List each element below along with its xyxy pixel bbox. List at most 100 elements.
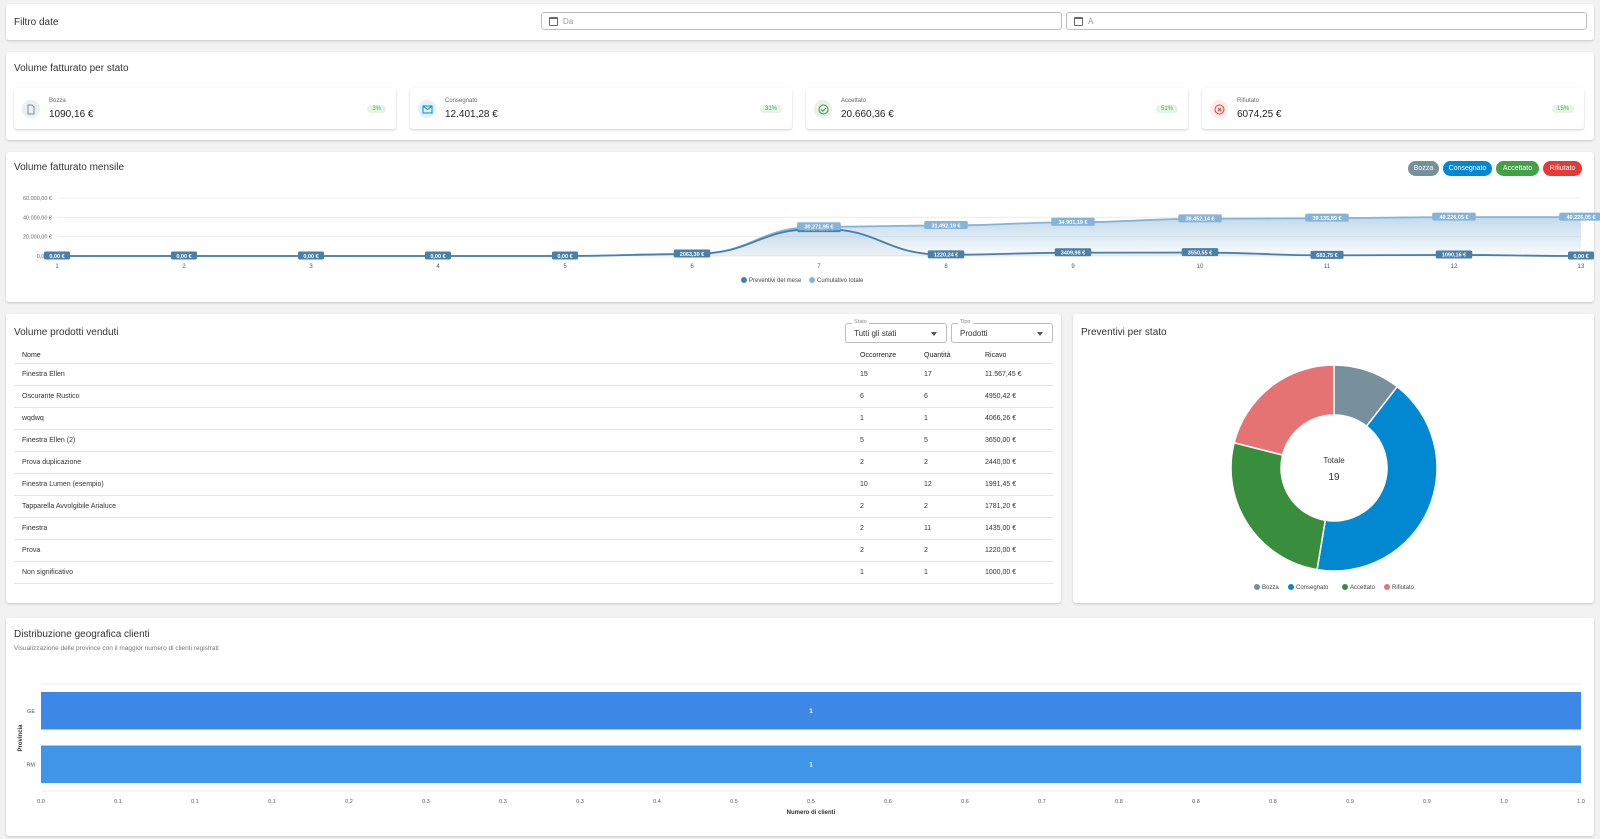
cell-occurrences: 2 [860,525,864,532]
stat-label: Rifiutato [1237,98,1260,104]
check-circle-icon [814,100,832,118]
cell-occurrences: 2 [860,547,864,554]
filter-pill-bozza[interactable]: Bozza [1408,161,1439,176]
table-row[interactable]: Non significativo 1 1 1000,00 € [14,562,1053,584]
state-select-label: Stato [852,319,869,325]
table-row[interactable]: Prova duplicazione 2 2 2440,00 € [14,452,1053,474]
calendar-icon [1074,17,1083,26]
document-icon [22,100,40,118]
cell-name: Oscurante Rustico [22,393,80,400]
cell-occurrences: 10 [860,481,868,488]
stat-card-consegnato: Consegnato 12.401,28 € 31% [410,88,792,129]
donut-center-value: 19 [1328,472,1340,483]
products-card: Volume prodotti venduti [6,314,1061,603]
geo-card: Distribuzione geografica clienti Visuali… [6,618,1594,836]
cell-revenue: 1991,45 € [985,481,1017,488]
column-header-revenue[interactable]: Ricavo [985,352,1007,359]
status-volume-title: Volume fatturato per stato [14,63,129,74]
stat-percent-badge: 31% [759,105,782,113]
cell-revenue: 1435,00 € [985,525,1017,532]
cell-name: Finestra [22,525,48,532]
table-row[interactable]: Finestra Ellen 15 17 11.567,45 € [14,364,1053,386]
table-row[interactable]: Finestra Ellen (2) 5 5 3650,00 € [14,430,1053,452]
cell-revenue: 1781,20 € [985,503,1017,510]
monthly-volume-card: Volume fatturato mensile [6,152,1594,302]
cell-revenue: 4066,26 € [985,415,1017,422]
cell-quantity: 17 [924,371,932,378]
table-row[interactable]: Finestra 2 11 1435,00 € [14,518,1053,540]
cell-quantity: 2 [924,503,928,510]
table-header: Nome Occorrenze Quantità Ricavo [14,345,1053,364]
quotes-title: Preventivi per stato [1081,327,1167,338]
stat-percent-badge: 15% [1551,105,1574,113]
filter-pill-consegnato[interactable]: Consegnato [1443,161,1492,176]
chevron-down-icon [931,332,937,336]
cell-occurrences: 1 [860,415,864,422]
date-to-placeholder: A [1088,17,1094,26]
stat-card-accettato: Accettato 20.660,36 € 51% [806,88,1188,129]
table-row[interactable]: wqdwq 1 1 4066,26 € [14,408,1053,430]
mail-icon [418,100,436,118]
products-title: Volume prodotti venduti [14,327,119,338]
geo-title: Distribuzione geografica clienti [14,629,150,640]
cell-name: Prova [22,547,41,554]
stat-label: Accettato [841,98,867,104]
cell-quantity: 1 [924,415,928,422]
cell-occurrences: 2 [860,503,864,510]
column-header-name[interactable]: Nome [22,352,41,359]
stat-percent-badge: 3% [367,105,386,113]
stat-value: 12.401,28 € [445,109,498,120]
date-filter-card: Filtro date Da A [6,4,1594,40]
state-select[interactable]: Stato Tutti gli stati [845,319,947,343]
table-row[interactable]: Prova 2 2 1220,00 € [14,540,1053,562]
cell-name: Prova duplicazione [22,459,82,466]
calendar-icon [549,17,558,26]
stat-percent-badge: 51% [1155,105,1178,113]
cell-name: Finestra Ellen (2) [22,437,76,444]
cell-quantity: 11 [924,525,932,532]
cell-revenue: 1220,00 € [985,547,1017,554]
cell-quantity: 1 [924,569,928,576]
type-select-label: Tipo [958,319,973,325]
date-to-input[interactable]: A [1066,12,1587,30]
column-header-occurrences[interactable]: Occorrenze [860,352,897,359]
stat-value: 1090,16 € [49,109,94,120]
cell-occurrences: 6 [860,393,864,400]
cell-revenue: 4950,42 € [985,393,1017,400]
cell-name: Finestra Lumen (esempio) [22,481,104,488]
stat-label: Consegnato [445,98,478,104]
cell-occurrences: 2 [860,459,864,466]
cell-revenue: 3650,00 € [985,437,1017,444]
cell-occurrences: 5 [860,437,864,444]
column-header-quantity[interactable]: Quantità [924,352,951,359]
type-select-value: Prodotti [960,329,988,338]
cell-name: Tapparella Avvolgibile Arialuce [22,503,117,510]
stat-value: 6074,25 € [1237,109,1282,120]
geo-subtitle: Visualizzazione delle province con il ma… [14,645,219,652]
date-filter-title: Filtro date [14,17,59,28]
cell-quantity: 5 [924,437,928,444]
date-from-input[interactable]: Da [541,12,1062,30]
table-row[interactable]: Tapparella Avvolgibile Arialuce 2 2 1781… [14,496,1053,518]
table-row[interactable]: Finestra Lumen (esempio) 10 12 1991,45 € [14,474,1053,496]
cell-quantity: 2 [924,459,928,466]
stat-card-bozza: Bozza 1090,16 € 3% [14,88,396,129]
cell-name: Finestra Ellen [22,371,65,378]
type-select[interactable]: Tipo Prodotti [951,319,1053,343]
cell-quantity: 12 [924,481,932,488]
filter-pill-accettato[interactable]: Accettato [1496,161,1539,176]
cell-quantity: 2 [924,547,928,554]
filter-pill-rifiutato[interactable]: Rifiutato [1543,161,1582,176]
cell-revenue: 1000,00 € [985,569,1017,576]
cell-name: wqdwq [22,415,44,422]
stat-value: 20.660,36 € [841,109,894,120]
cell-revenue: 2440,00 € [985,459,1017,466]
cell-occurrences: 1 [860,569,864,576]
donut-center-label: Totale [1323,456,1345,465]
cell-quantity: 6 [924,393,928,400]
table-row[interactable]: Oscurante Rustico 6 6 4950,42 € [14,386,1053,408]
state-select-value: Tutti gli stati [854,329,897,338]
date-from-placeholder: Da [563,17,574,26]
monthly-volume-title: Volume fatturato mensile [14,162,125,173]
stat-card-rifiutato: Rifiutato 6074,25 € 15% [1202,88,1584,129]
